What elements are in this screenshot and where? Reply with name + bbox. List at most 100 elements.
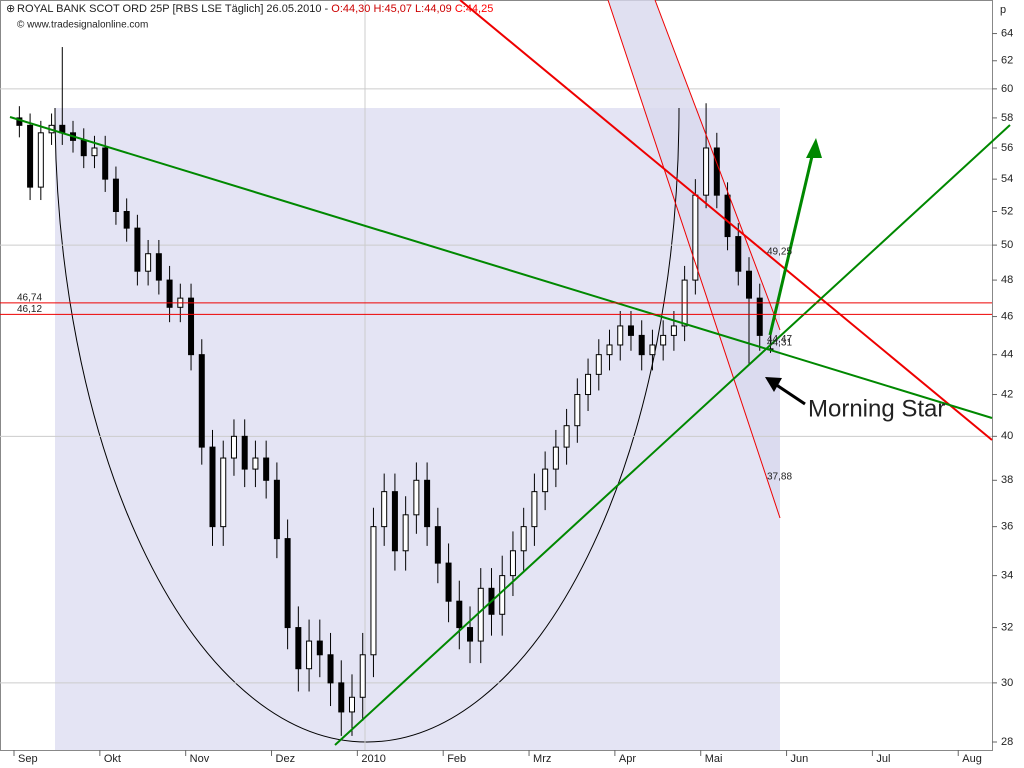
channel-line	[654, 0, 781, 331]
candle-body	[220, 457, 227, 528]
x-tick-label: Feb	[447, 753, 466, 765]
candle-body	[467, 627, 474, 642]
x-tick-label: Jun	[791, 753, 809, 765]
level-label: 46,12	[17, 304, 42, 315]
x-tick-label: Mai	[705, 753, 723, 765]
candle-body	[27, 124, 34, 188]
y-tick-label: 54	[1001, 173, 1013, 185]
candle-body	[284, 538, 291, 629]
candle-body	[595, 354, 602, 375]
candle-body	[166, 279, 173, 308]
y-tick-label: 38	[1001, 474, 1013, 486]
x-tick-label: Jul	[876, 753, 890, 765]
candle-body	[80, 139, 87, 157]
pointer-arrow	[774, 382, 806, 406]
candle-body	[295, 627, 302, 670]
candle-body	[617, 325, 624, 346]
y-tick-label: 32	[1001, 621, 1013, 633]
title: ROYAL BANK SCOT ORD 25P [RBS LSE Täglich…	[17, 3, 331, 15]
x-tick-label: Aug	[962, 753, 982, 765]
icon: ⊕	[6, 3, 15, 15]
y-tick-label: 30	[1001, 677, 1013, 689]
x-tick-label: Nov	[190, 753, 210, 765]
annotation: Morning Star	[808, 395, 945, 422]
candle-body	[456, 600, 463, 629]
candle-body	[316, 640, 323, 656]
y-tick-label: 36	[1001, 521, 1013, 533]
candle-body	[638, 334, 645, 356]
candle-body	[520, 526, 527, 552]
y-tick-label: 42	[1001, 388, 1013, 400]
subtitle: © www.tradesignalonline.com	[17, 20, 148, 31]
candle-body	[391, 491, 398, 552]
candle-body	[563, 425, 570, 448]
candle-body	[434, 526, 441, 564]
candle-body	[574, 394, 581, 427]
candle-body	[252, 457, 259, 470]
candle-body	[499, 575, 506, 615]
price-label: 37,88	[767, 472, 792, 483]
candle-body	[263, 457, 270, 481]
grid	[0, 88, 992, 684]
candle-body	[112, 178, 119, 212]
candle-body	[509, 550, 516, 577]
candle-body	[359, 654, 366, 698]
candle-body	[756, 297, 763, 336]
channel-line	[607, 0, 781, 519]
trend-line	[334, 124, 1011, 746]
y-tick-label: 52	[1001, 205, 1013, 217]
candle-body	[198, 354, 205, 448]
candle-body	[531, 491, 538, 528]
candle-body	[627, 325, 634, 336]
y-tick-label: 28	[1001, 736, 1013, 748]
candle-body	[91, 147, 98, 157]
level-label: 46,74	[17, 293, 42, 304]
candle-body	[660, 334, 667, 346]
candle-body	[209, 446, 216, 528]
candle-body	[145, 253, 152, 272]
y-tick-label: 48	[1001, 274, 1013, 286]
candle-body	[327, 654, 334, 684]
candle-body	[155, 253, 162, 281]
candle-body	[338, 682, 345, 713]
trend-line	[9, 116, 993, 419]
candle-body	[424, 479, 431, 528]
x-tick-label: Okt	[104, 753, 121, 765]
y-tick-label: 34	[1001, 570, 1013, 582]
candle-body	[123, 210, 130, 229]
candle-body	[37, 132, 44, 188]
candle-body	[585, 373, 592, 396]
price-label: 44,47	[767, 334, 792, 345]
y-tick-label: 60	[1001, 83, 1013, 95]
arrow-head	[806, 138, 822, 158]
candle-body	[348, 696, 355, 713]
candle-body	[445, 562, 452, 602]
y-tick-label: 58	[1001, 112, 1013, 124]
candle-body	[413, 479, 420, 516]
quote: O:44,30 H:45,07 L:44,09	[331, 3, 455, 15]
y-tick-label: 44	[1001, 349, 1013, 361]
candle-body	[230, 435, 237, 459]
close-quote: C:44,25	[455, 3, 494, 15]
candle-body	[703, 147, 710, 196]
candle-body	[381, 491, 388, 528]
y-tick-label: 56	[1001, 142, 1013, 154]
candle-body	[370, 526, 377, 656]
x-tick-label: Apr	[619, 753, 636, 765]
y-tick-label: 40	[1001, 430, 1013, 442]
pattern-shade	[55, 108, 780, 750]
projection-arrow	[768, 151, 815, 336]
x-tick-label: Mrz	[533, 753, 551, 765]
resistance-line	[459, 0, 993, 441]
candle-body	[542, 468, 549, 493]
candle-body	[724, 194, 731, 238]
candle-body	[188, 297, 195, 356]
candle-body	[402, 514, 409, 552]
candle-body	[746, 270, 753, 299]
y-tick-label: 62	[1001, 55, 1013, 67]
candle-body	[134, 227, 141, 272]
candle-body	[306, 640, 313, 670]
candle-body	[735, 236, 742, 272]
